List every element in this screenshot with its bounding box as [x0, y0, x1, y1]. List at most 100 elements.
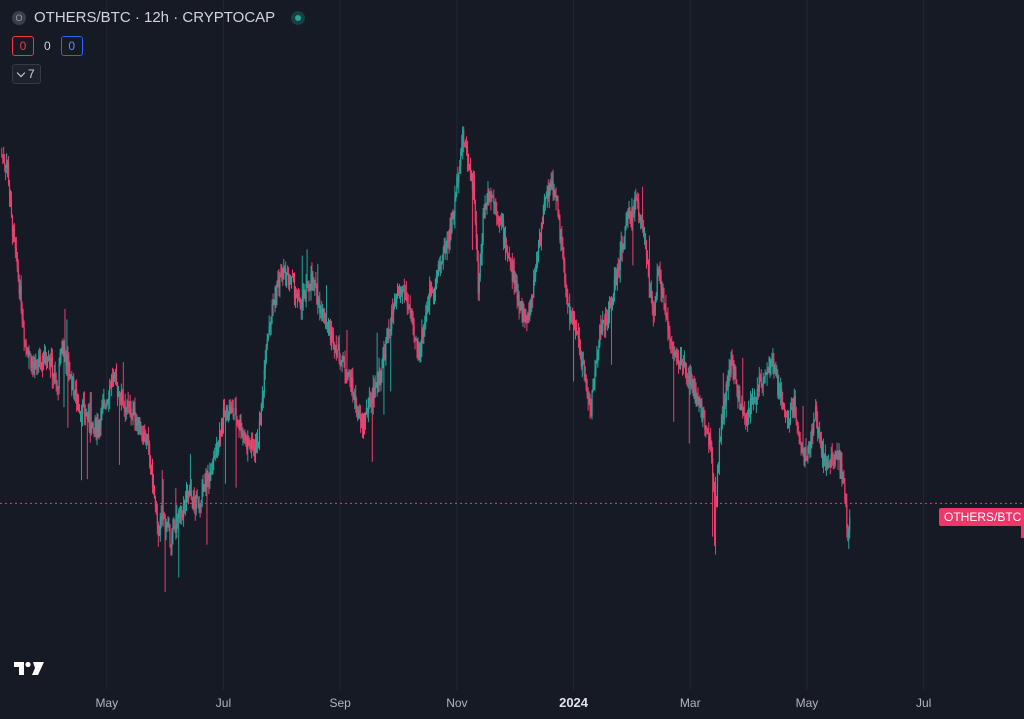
- candle-body: [277, 279, 279, 288]
- candle-body: [577, 333, 580, 339]
- candle-body: [370, 399, 372, 407]
- candle-body: [826, 458, 828, 468]
- candle-body: [47, 359, 50, 362]
- candle-body: [643, 233, 646, 237]
- candle-body: [186, 490, 189, 492]
- candle-body: [629, 208, 631, 214]
- candle-body: [453, 216, 455, 219]
- candle-body: [32, 361, 34, 366]
- candle-body: [779, 384, 781, 398]
- candle-body: [300, 307, 302, 309]
- spread-value: 0: [44, 39, 51, 53]
- candle-body: [119, 400, 121, 402]
- candle-body: [45, 361, 48, 364]
- candle-body: [544, 197, 546, 201]
- candle-body: [479, 264, 481, 278]
- candle-body: [91, 422, 93, 426]
- buy-counter[interactable]: 0: [60, 36, 83, 56]
- candle-body: [21, 310, 23, 320]
- indicators-toggle-button[interactable]: 7: [12, 64, 41, 84]
- candle-body: [480, 253, 482, 265]
- candle-body: [418, 346, 420, 360]
- candle-body: [836, 453, 838, 459]
- candle-body: [732, 363, 734, 370]
- candle-body: [430, 288, 432, 295]
- candle-body: [202, 486, 204, 491]
- candle-body: [465, 146, 467, 148]
- candle-body: [252, 438, 254, 446]
- candle-body: [150, 464, 153, 469]
- candle-body: [41, 362, 44, 367]
- candle-body: [594, 371, 596, 382]
- candle-body: [122, 403, 124, 406]
- candle-body: [553, 190, 555, 196]
- candle-body: [534, 275, 536, 280]
- tradingview-logo-icon[interactable]: [14, 660, 44, 676]
- candle-body: [170, 544, 172, 547]
- candle-body: [16, 252, 18, 268]
- candle-body: [434, 279, 437, 290]
- candle-body: [789, 409, 792, 426]
- candle-body: [56, 386, 58, 388]
- candle-body: [43, 351, 46, 362]
- candle-body: [254, 446, 257, 455]
- candle-body: [36, 360, 38, 369]
- candle-body: [251, 438, 253, 449]
- candle-body: [681, 363, 684, 365]
- candle-body: [166, 524, 168, 528]
- candle-body: [398, 295, 401, 298]
- candle-body: [350, 378, 352, 392]
- candle-body: [173, 526, 175, 528]
- candle-body: [79, 411, 82, 414]
- candle-body: [225, 407, 227, 412]
- candle-body: [665, 306, 667, 317]
- candle-body: [782, 403, 784, 407]
- candle-body: [97, 422, 99, 429]
- candle-body: [709, 437, 711, 446]
- candle-body: [44, 351, 47, 362]
- candle-body: [791, 407, 793, 412]
- candle-body: [503, 235, 506, 243]
- candle-body: [3, 156, 5, 163]
- candle-body: [514, 281, 516, 284]
- chart-title[interactable]: OTHERS/BTC · 12h · CRYPTOCAP: [34, 9, 276, 26]
- symbol-logo-icon[interactable]: O: [12, 10, 26, 25]
- candle-body: [358, 410, 360, 419]
- candle-body: [137, 422, 139, 424]
- candle-body: [457, 176, 459, 183]
- candle-body: [713, 481, 716, 486]
- candle-body: [444, 244, 446, 253]
- candle-body: [93, 428, 95, 430]
- candle-body: [498, 217, 500, 222]
- candle-body: [385, 339, 387, 360]
- candle-body: [790, 407, 792, 410]
- candle-body: [730, 357, 732, 374]
- candle-body: [439, 261, 441, 270]
- candle-body: [735, 373, 737, 384]
- candle-body: [716, 473, 719, 506]
- candle-body: [403, 289, 405, 295]
- candle-body: [484, 204, 486, 218]
- sell-counter[interactable]: 0: [12, 36, 34, 56]
- candle-body: [753, 397, 756, 399]
- candle-body: [264, 362, 266, 370]
- candle-body: [689, 371, 691, 385]
- candle-body: [591, 390, 593, 415]
- candle-body: [153, 485, 156, 498]
- candle-body: [664, 303, 666, 307]
- candle-body: [777, 373, 779, 396]
- candle-body: [433, 289, 436, 294]
- candle-body: [445, 248, 447, 253]
- candle-body: [759, 375, 761, 378]
- candle-body: [227, 416, 229, 421]
- candle-body: [679, 353, 682, 368]
- candle-body: [172, 527, 174, 533]
- candle-body: [692, 379, 694, 389]
- candle-body: [823, 453, 826, 462]
- candle-body: [13, 228, 15, 239]
- candle-body: [379, 369, 381, 380]
- candle-body: [411, 310, 413, 318]
- candle-body: [476, 238, 478, 262]
- candle-body: [376, 373, 378, 387]
